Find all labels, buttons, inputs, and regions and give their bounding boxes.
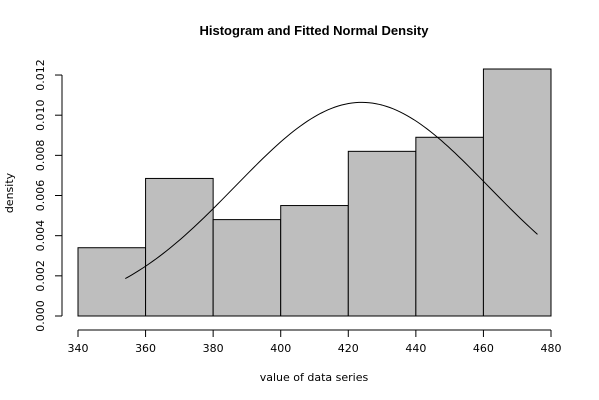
chart-title: Histogram and Fitted Normal Density — [200, 23, 430, 38]
x-tick-label-420: 420 — [338, 342, 359, 355]
y-tick-label-0.012: 0.012 — [34, 59, 47, 91]
histogram-bar-1 — [145, 177, 214, 317]
x-tick-label-460: 460 — [473, 342, 494, 355]
histogram-bar-6 — [482, 68, 552, 317]
x-tick-label-400: 400 — [270, 342, 291, 355]
y-axis: 0.000 0.002 0.004 0.006 0.008 0.010 0.012 — [34, 59, 63, 332]
x-tick-label-360: 360 — [135, 342, 156, 355]
histogram-bar-4 — [347, 150, 417, 317]
x-tick-label-340: 340 — [68, 342, 89, 355]
histogram-bar-0 — [77, 247, 147, 317]
y-tick-label-0.000: 0.000 — [34, 300, 47, 332]
bars-group — [77, 68, 552, 317]
x-axis-label: value of data series — [260, 371, 369, 384]
curve-group — [125, 101, 538, 280]
x-axis: 340 360 380 400 420 440 460 480 — [68, 329, 562, 355]
y-tick-label-0.004: 0.004 — [34, 220, 47, 252]
x-tick-label-380: 380 — [203, 342, 224, 355]
y-tick-label-0.006: 0.006 — [34, 180, 47, 212]
histogram-bar-5 — [415, 136, 484, 317]
x-tick-label-480: 480 — [541, 342, 562, 355]
normal-density-curve — [125, 101, 538, 280]
y-tick-label-0.002: 0.002 — [34, 260, 47, 292]
histogram-bar-2 — [212, 219, 282, 317]
x-tick-label-440: 440 — [405, 342, 426, 355]
histogram-bar-3 — [280, 205, 349, 317]
y-tick-label-0.008: 0.008 — [34, 140, 47, 172]
y-tick-label-0.010: 0.010 — [34, 99, 47, 130]
y-axis-label: density — [3, 172, 16, 213]
